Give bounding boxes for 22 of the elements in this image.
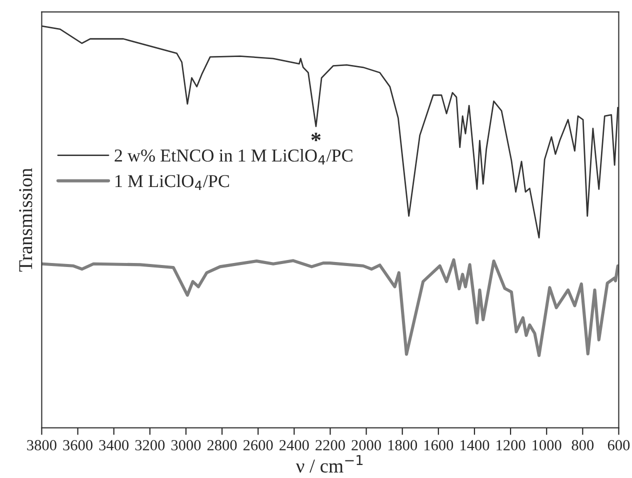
y-axis-title: Transmission — [19, 168, 32, 272]
legend-label: 2 w% EtNCO in 1 M LiClO$_{4}$/PC — [114, 148, 352, 164]
annotation: * — [311, 132, 321, 142]
x-tick-label: 2400 — [280, 440, 309, 450]
x-tick-label: 3600 — [63, 440, 92, 450]
x-tick-label: 1600 — [424, 440, 454, 450]
x-tick-label: 1000 — [532, 440, 562, 450]
x-tick-label: 3000 — [171, 440, 201, 450]
x-tick-label: 2000 — [352, 440, 381, 450]
x-tick-label: 3800 — [27, 440, 56, 450]
x-tick-label: 1200 — [496, 440, 526, 450]
x-tick-label: 3200 — [135, 440, 165, 450]
legend-label: 1 M LiClO$_{4}$/PC — [116, 174, 229, 190]
x-tick-label: 600 — [608, 440, 630, 450]
x-tick-label: 2200 — [316, 440, 345, 450]
x-axis-title: ν / cm$^{−1}$ — [296, 455, 363, 473]
x-tick-label: 3400 — [99, 440, 129, 450]
x-tick-label: 800 — [572, 440, 594, 450]
x-tick-label: 2800 — [207, 440, 237, 450]
x-tick-label: 1800 — [388, 440, 418, 450]
x-tick-label: 1400 — [460, 440, 490, 450]
x-tick-label: 2600 — [243, 440, 273, 450]
